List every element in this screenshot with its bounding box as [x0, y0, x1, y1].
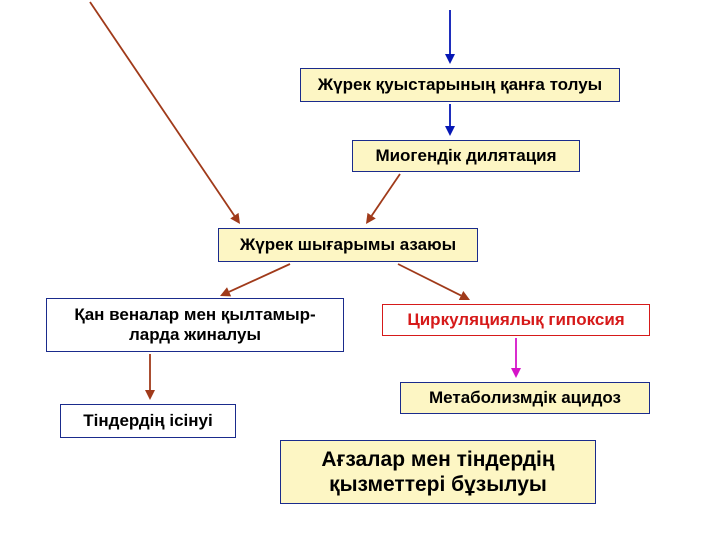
node-tissue-edema: Тіндердің ісінуі	[60, 404, 236, 438]
node-heart-cavities-fill: Жүрек қуыстарының қанға толуы	[300, 68, 620, 102]
node-label: Метаболизмдік ацидоз	[429, 388, 621, 408]
node-circulatory-hypoxia: Циркуляциялық гипоксия	[382, 304, 650, 336]
node-label: Жүрек қуыстарының қанға толуы	[318, 75, 602, 95]
node-cardiac-output-down: Жүрек шығарымы азаюы	[218, 228, 478, 262]
node-myogenic-dilation: Миогендік дилятация	[352, 140, 580, 172]
node-organ-dysfunction: Ағзалар мен тіндердіңқызметтері бұзылуы	[280, 440, 596, 504]
node-label: Миогендік дилятация	[375, 146, 556, 166]
node-label: Ағзалар мен тіндердіңқызметтері бұзылуы	[321, 447, 554, 497]
node-venous-pooling: Қан веналар мен қылтамыр-ларда жиналуы	[46, 298, 344, 352]
node-label: Жүрек шығарымы азаюы	[240, 235, 456, 255]
node-label: Тіндердің ісінуі	[83, 411, 212, 431]
node-metabolic-acidosis: Метаболизмдік ацидоз	[400, 382, 650, 414]
node-label: Циркуляциялық гипоксия	[407, 310, 624, 330]
node-label: Қан веналар мен қылтамыр-ларда жиналуы	[74, 305, 315, 346]
